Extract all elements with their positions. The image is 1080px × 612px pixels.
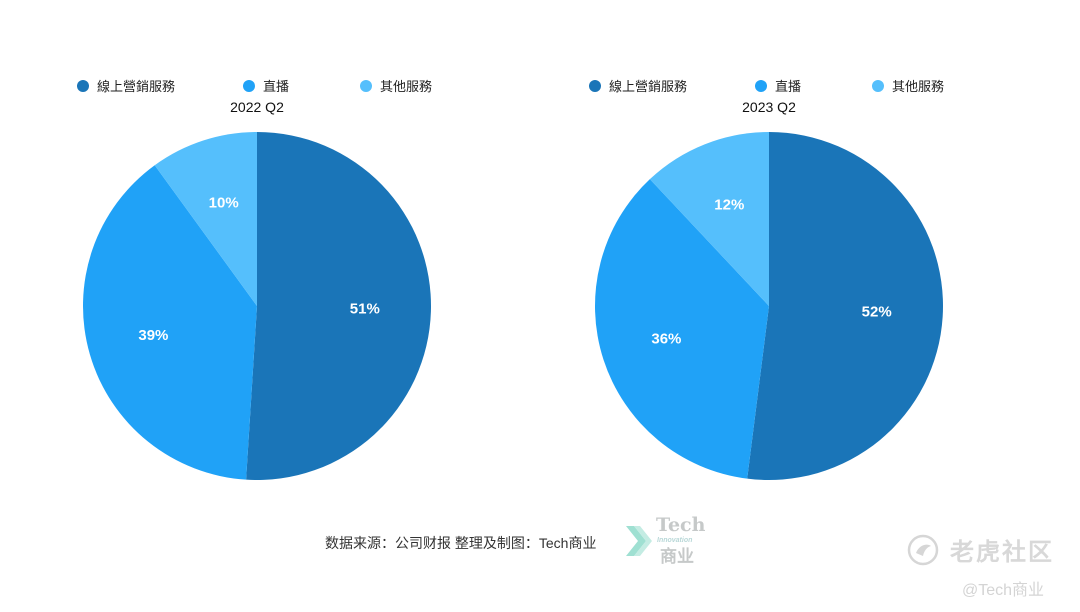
legend-label: 其他服務: [892, 79, 945, 94]
legend-item-other-services: 其他服務: [872, 76, 944, 95]
legend-label: 直播: [263, 79, 290, 94]
tiger-community-logo-icon: [907, 534, 939, 565]
legend-item-online-marketing: 線上營銷服務: [77, 76, 175, 95]
logo-innovation-text: Innovation: [657, 537, 693, 544]
pie-data-label: 36%: [651, 330, 681, 347]
slice-live-streaming: [83, 165, 257, 480]
slice-other-services: [154, 132, 257, 306]
pie-chart-2022-q2: 線上營銷服務 直播 其他服務 2022 Q2 51% 39% 10%: [57, 0, 457, 500]
chevron-logo-icon: [626, 526, 652, 556]
data-source-caption: 数据来源：公司财报 整理及制图：Tech商业: [325, 535, 597, 551]
logo-cn-text: 商业: [660, 547, 694, 566]
legend-label: 直播: [775, 79, 802, 94]
legend-item-other-services: 其他服務: [360, 76, 432, 95]
watermark-handle: @Tech商业: [962, 582, 1045, 599]
legend-label: 線上營銷服務: [97, 79, 176, 94]
legend-swatch-other-services: [360, 79, 372, 92]
legend-swatch-live-streaming: [755, 79, 767, 92]
chart-legend: 線上營銷服務 直播 其他服務: [77, 76, 457, 96]
chart-title: 2023 Q2: [742, 99, 796, 115]
legend-swatch-online-marketing: [77, 79, 89, 92]
legend-swatch-online-marketing: [589, 79, 601, 92]
chart-title: 2022 Q2: [230, 99, 284, 115]
slice-online-marketing: [747, 132, 944, 480]
pie-data-label: 12%: [714, 197, 744, 214]
pie-chart-2023-q2: 線上營銷服務 直播 其他服務 2023 Q2 52% 36% 12%: [569, 0, 969, 500]
slice-live-streaming: [595, 179, 769, 479]
slice-other-services: [649, 132, 769, 306]
legend-label: 線上營銷服務: [609, 79, 688, 94]
tech-business-logo: Tech Innovation 商业: [624, 514, 714, 566]
legend-item-online-marketing: 線上營銷服務: [589, 76, 687, 95]
legend-label: 其他服務: [380, 79, 433, 94]
chart-legend: 線上營銷服務 直播 其他服務: [589, 76, 969, 96]
slice-online-marketing: [246, 132, 432, 481]
legend-swatch-live-streaming: [243, 79, 255, 92]
pie-data-label: 51%: [350, 300, 380, 317]
pie-data-label: 52%: [862, 304, 892, 321]
legend-item-live-streaming: 直播: [243, 76, 289, 95]
pie-plot: 51% 39% 10%: [83, 132, 432, 481]
pie-data-label: 10%: [209, 194, 239, 211]
watermark: 老虎社区: [906, 532, 1054, 567]
pie-data-label: 39%: [138, 327, 168, 344]
watermark-name: 老虎社区: [950, 539, 1054, 566]
legend-item-live-streaming: 直播: [755, 76, 801, 95]
legend-swatch-other-services: [872, 79, 884, 92]
pie-plot: 52% 36% 12%: [595, 132, 944, 480]
logo-tech-text: Tech: [656, 514, 706, 536]
